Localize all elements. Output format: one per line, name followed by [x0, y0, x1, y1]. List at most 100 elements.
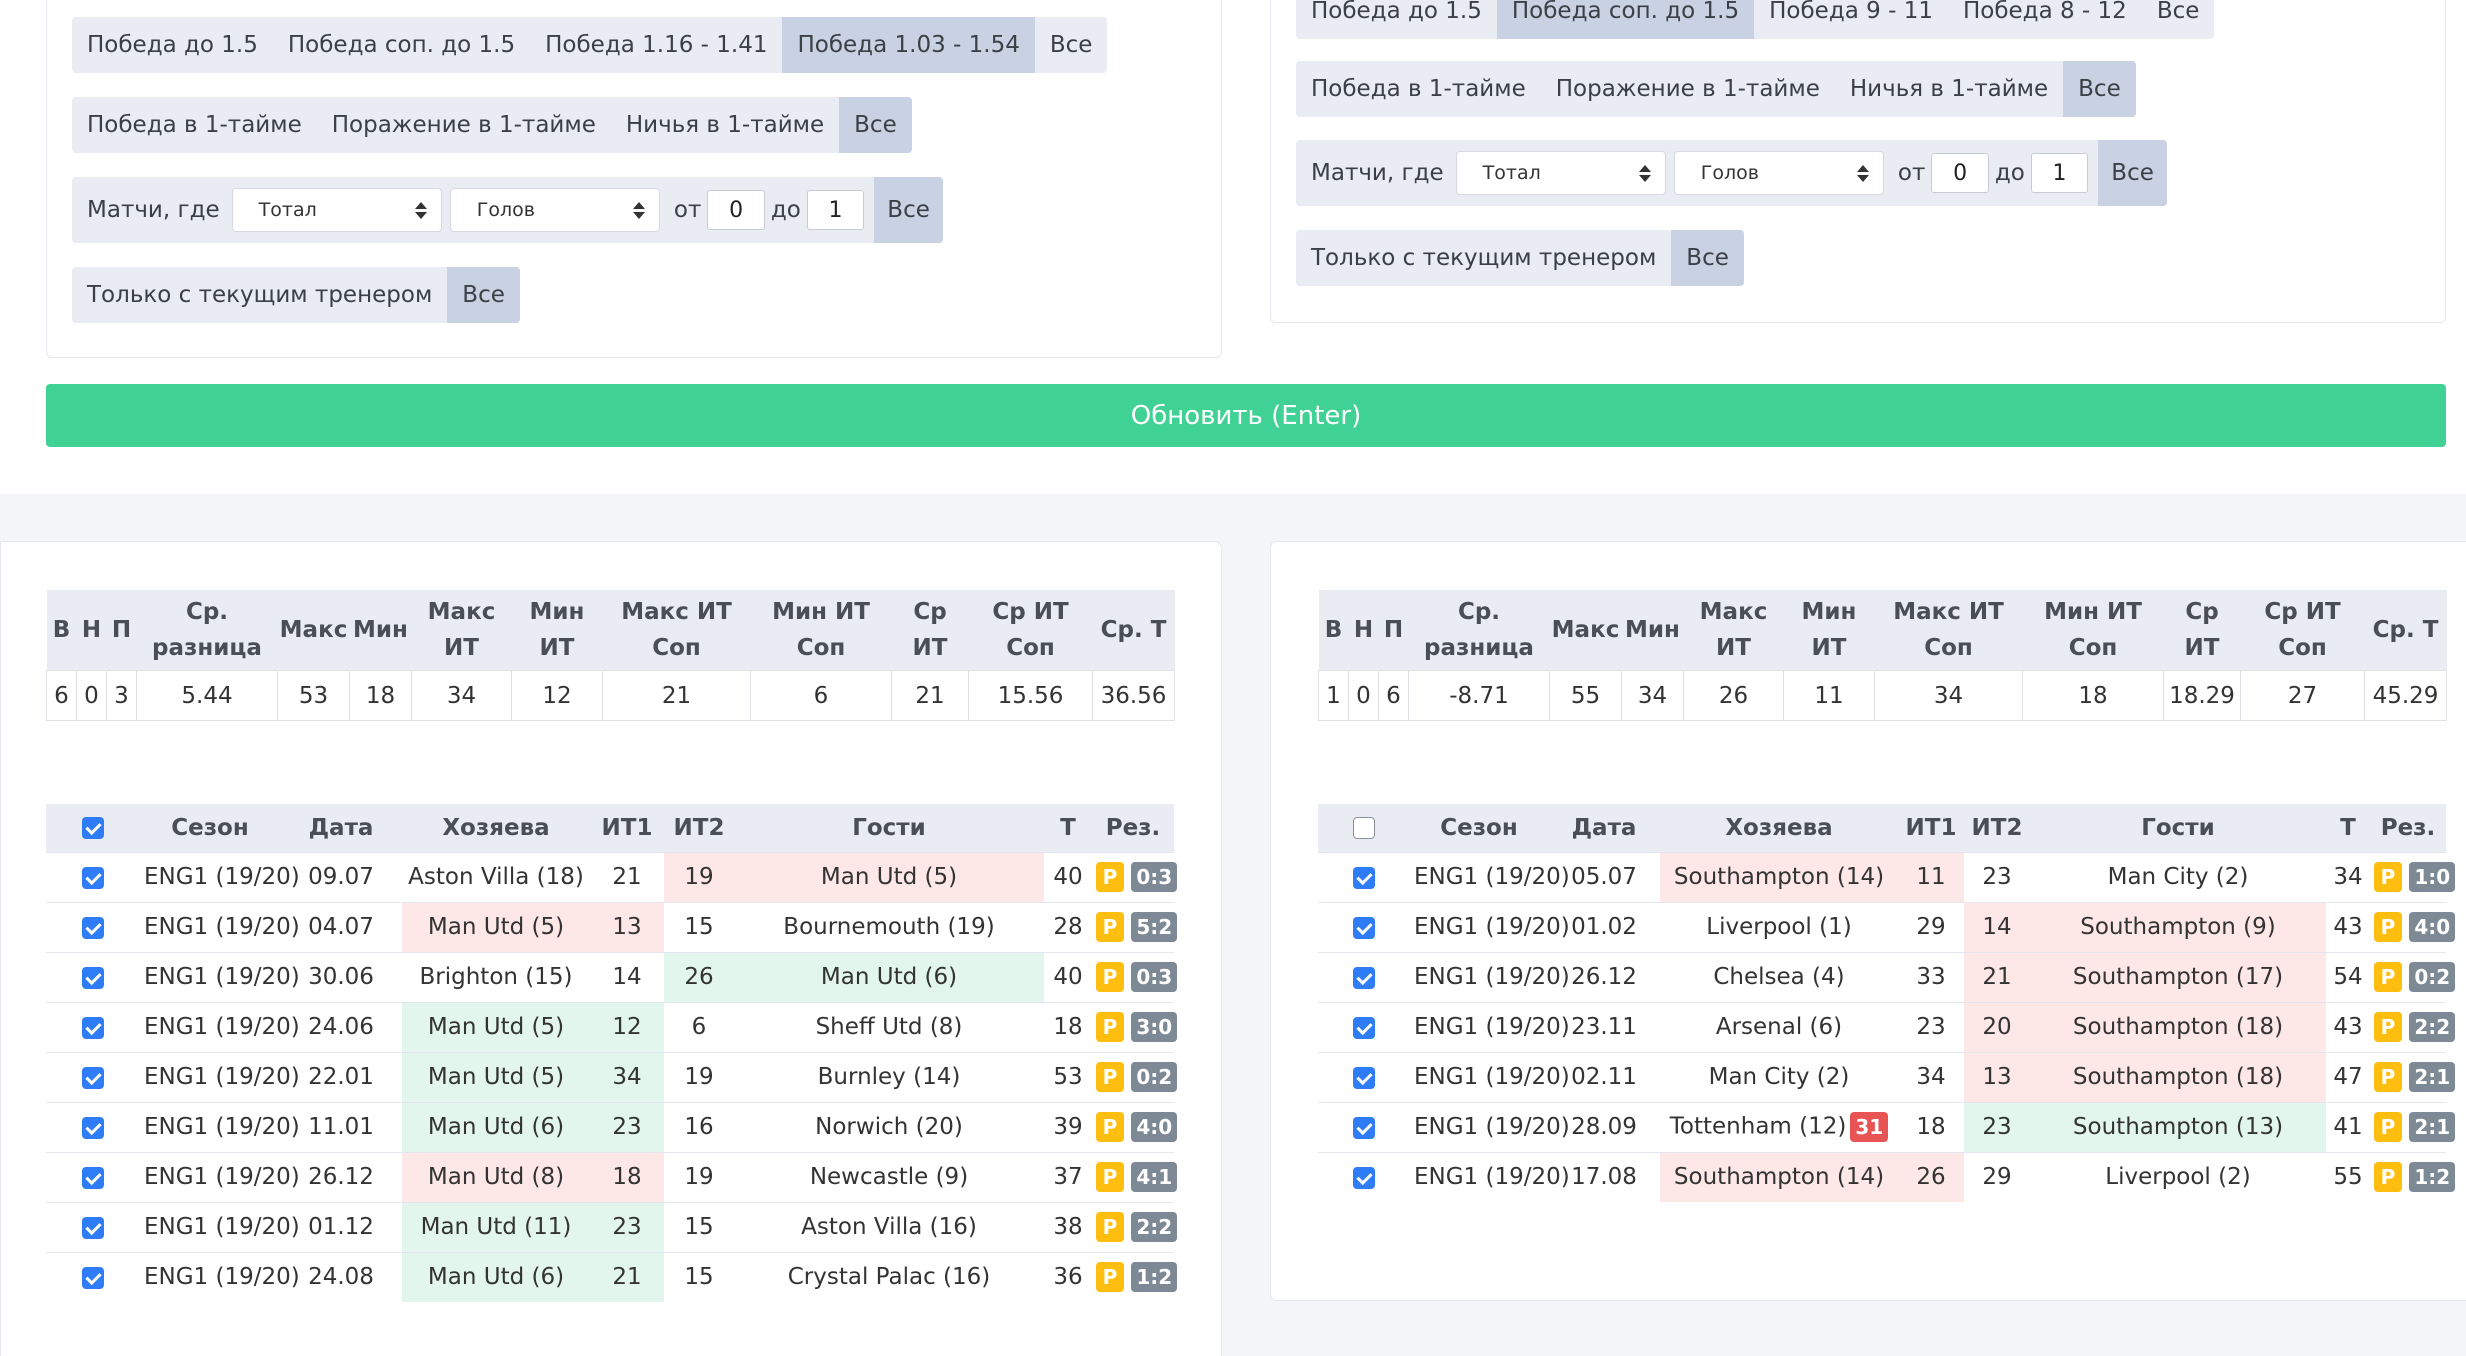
row-checkbox[interactable]	[1318, 901, 1410, 952]
p-badge[interactable]: P	[2374, 962, 2402, 992]
from-label: от	[1897, 160, 1926, 186]
result-badge: 0:3	[1131, 962, 1178, 992]
right-filter-all-total[interactable]: Все	[2098, 140, 2167, 206]
p-badge[interactable]: P	[2374, 1062, 2402, 1092]
update-button[interactable]: Обновить (Enter)	[46, 384, 2446, 447]
p-badge[interactable]: P	[1096, 1212, 1124, 1242]
it2-cell: 19	[664, 1051, 734, 1102]
table-row: ENG1 (19/20) 11.01 Man Utd (6) 23 16 Nor…	[46, 1101, 1178, 1152]
right-filter-opp-win-to-1-5[interactable]: Победа соп. до 1.5	[1496, 0, 1755, 39]
right-from-input[interactable]: 0	[1931, 153, 1989, 193]
p-badge[interactable]: P	[1096, 912, 1124, 942]
stats-header: Ср. Т	[1092, 590, 1175, 671]
home-cell: Arsenal (6)	[1660, 1001, 1898, 1052]
select-arrows-icon	[414, 201, 427, 219]
home-cell: Man Utd (6)	[402, 1101, 590, 1152]
p-badge[interactable]: P	[2374, 1162, 2402, 1193]
select-all-checkbox[interactable]	[46, 804, 140, 852]
left-filter-win-1-03-1-54[interactable]: Победа 1.03 - 1.54	[782, 17, 1035, 73]
row-checkbox[interactable]	[46, 901, 140, 952]
p-badge[interactable]: P	[2374, 912, 2402, 942]
date-cell: 26.12	[280, 1151, 402, 1202]
row-checkbox[interactable]	[46, 1151, 140, 1202]
right-stats-table: В Н П Ср. разница Макс Мин Макс ИТ Мин И…	[1318, 590, 2447, 721]
it2-cell: 6	[664, 1001, 734, 1052]
left-filter-current-coach[interactable]: Только с текущим тренером	[87, 282, 433, 308]
p-badge[interactable]: P	[1096, 962, 1124, 992]
away-cell: Man Utd (5)	[734, 851, 1044, 902]
p-badge[interactable]: P	[2374, 862, 2402, 892]
away-cell: Man Utd (6)	[734, 951, 1044, 1002]
row-checkbox[interactable]	[1318, 951, 1410, 1002]
row-checkbox[interactable]	[1318, 1151, 1410, 1202]
stats-cell: 18.29	[2163, 670, 2241, 721]
row-checkbox[interactable]	[1318, 1001, 1410, 1052]
left-filter-draw-1st-half[interactable]: Ничья в 1-тайме	[625, 112, 825, 138]
date-cell: 02.11	[1548, 1051, 1660, 1102]
right-total-select[interactable]: Тотал	[1455, 151, 1666, 195]
row-checkbox[interactable]	[1318, 1051, 1410, 1102]
left-goals-select[interactable]: Голов	[449, 188, 660, 232]
result-cell: P 2:1	[2370, 1101, 2456, 1152]
p-badge[interactable]: P	[2374, 1112, 2402, 1142]
p-badge[interactable]: P	[1096, 1162, 1124, 1192]
right-filter-win-8-12[interactable]: Победа 8 - 12	[1962, 0, 2127, 24]
right-filter-win-9-11[interactable]: Победа 9 - 11	[1769, 0, 1933, 24]
right-filter-win-1st-half[interactable]: Победа в 1-тайме	[1311, 76, 1526, 102]
row-checkbox[interactable]	[46, 1201, 140, 1252]
result-cell: P 4:1	[1092, 1151, 1178, 1202]
away-cell: Bournemouth (19)	[734, 901, 1044, 952]
result-badge: 0:2	[2409, 962, 2456, 992]
stats-cell: 27	[2240, 670, 2365, 721]
left-filter-win-to-1-5[interactable]: Победа до 1.5	[87, 32, 258, 58]
result-badge: 3:0	[1131, 1012, 1178, 1042]
right-to-input[interactable]: 1	[2030, 153, 2089, 193]
p-badge[interactable]: P	[1096, 1112, 1124, 1142]
row-checkbox[interactable]	[1318, 851, 1410, 902]
left-to-input[interactable]: 1	[806, 190, 865, 230]
left-from-input[interactable]: 0	[707, 190, 765, 230]
left-coach-filter-group: Только с текущим тренером Все	[72, 267, 520, 323]
right-half-filter-group: Победа в 1-тайме Поражение в 1-тайме Нич…	[1296, 61, 2136, 117]
right-goals-select[interactable]: Голов	[1673, 151, 1884, 195]
left-filter-win-1st-half[interactable]: Победа в 1-тайме	[87, 112, 302, 138]
left-filter-all-total[interactable]: Все	[874, 177, 943, 243]
right-filter-all-half[interactable]: Все	[2063, 61, 2136, 117]
row-checkbox[interactable]	[46, 1051, 140, 1102]
left-filter-win-1-16-1-41[interactable]: Победа 1.16 - 1.41	[545, 32, 768, 58]
right-filter-win-to-1-5[interactable]: Победа до 1.5	[1311, 0, 1482, 24]
select-all-checkbox[interactable]	[1318, 804, 1410, 852]
right-filter-current-coach[interactable]: Только с текущим тренером	[1311, 245, 1657, 271]
stats-header: Мин ИТ	[1783, 590, 1875, 671]
games-header: ИТ1	[1898, 804, 1964, 852]
row-checkbox[interactable]	[46, 1251, 140, 1302]
left-filter-all-half[interactable]: Все	[839, 97, 912, 153]
right-filter-all-odds[interactable]: Все	[2156, 0, 2200, 24]
left-total-select[interactable]: Тотал	[231, 188, 442, 232]
left-filter-loss-1st-half[interactable]: Поражение в 1-тайме	[331, 112, 596, 138]
right-filter-loss-1st-half[interactable]: Поражение в 1-тайме	[1555, 76, 1820, 102]
left-filter-opp-win-to-1-5[interactable]: Победа соп. до 1.5	[287, 32, 516, 58]
p-badge[interactable]: P	[2374, 1012, 2402, 1042]
row-checkbox[interactable]	[46, 1101, 140, 1152]
left-filter-all-coach[interactable]: Все	[447, 267, 520, 323]
table-row: ENG1 (19/20) 22.01 Man Utd (5) 34 19 Bur…	[46, 1051, 1178, 1102]
p-badge[interactable]: P	[1096, 1062, 1124, 1092]
checkbox-checked-icon	[82, 1116, 104, 1139]
right-filter-draw-1st-half[interactable]: Ничья в 1-тайме	[1849, 76, 2049, 102]
to-label: до	[1994, 160, 2025, 186]
games-header: Гости	[734, 804, 1044, 852]
result-badge: 2:1	[2409, 1062, 2456, 1092]
row-checkbox[interactable]	[1318, 1101, 1410, 1152]
p-badge[interactable]: P	[1096, 1262, 1124, 1293]
row-checkbox[interactable]	[46, 851, 140, 902]
right-filter-all-coach[interactable]: Все	[1671, 230, 1744, 286]
date-cell: 09.07	[280, 851, 402, 902]
p-badge[interactable]: P	[1096, 862, 1124, 892]
away-cell: Newcastle (9)	[734, 1151, 1044, 1202]
stats-header: Макс ИТ	[411, 590, 512, 671]
left-filter-all-odds[interactable]: Все	[1049, 32, 1093, 58]
row-checkbox[interactable]	[46, 1001, 140, 1052]
row-checkbox[interactable]	[46, 951, 140, 1002]
p-badge[interactable]: P	[1096, 1012, 1124, 1042]
